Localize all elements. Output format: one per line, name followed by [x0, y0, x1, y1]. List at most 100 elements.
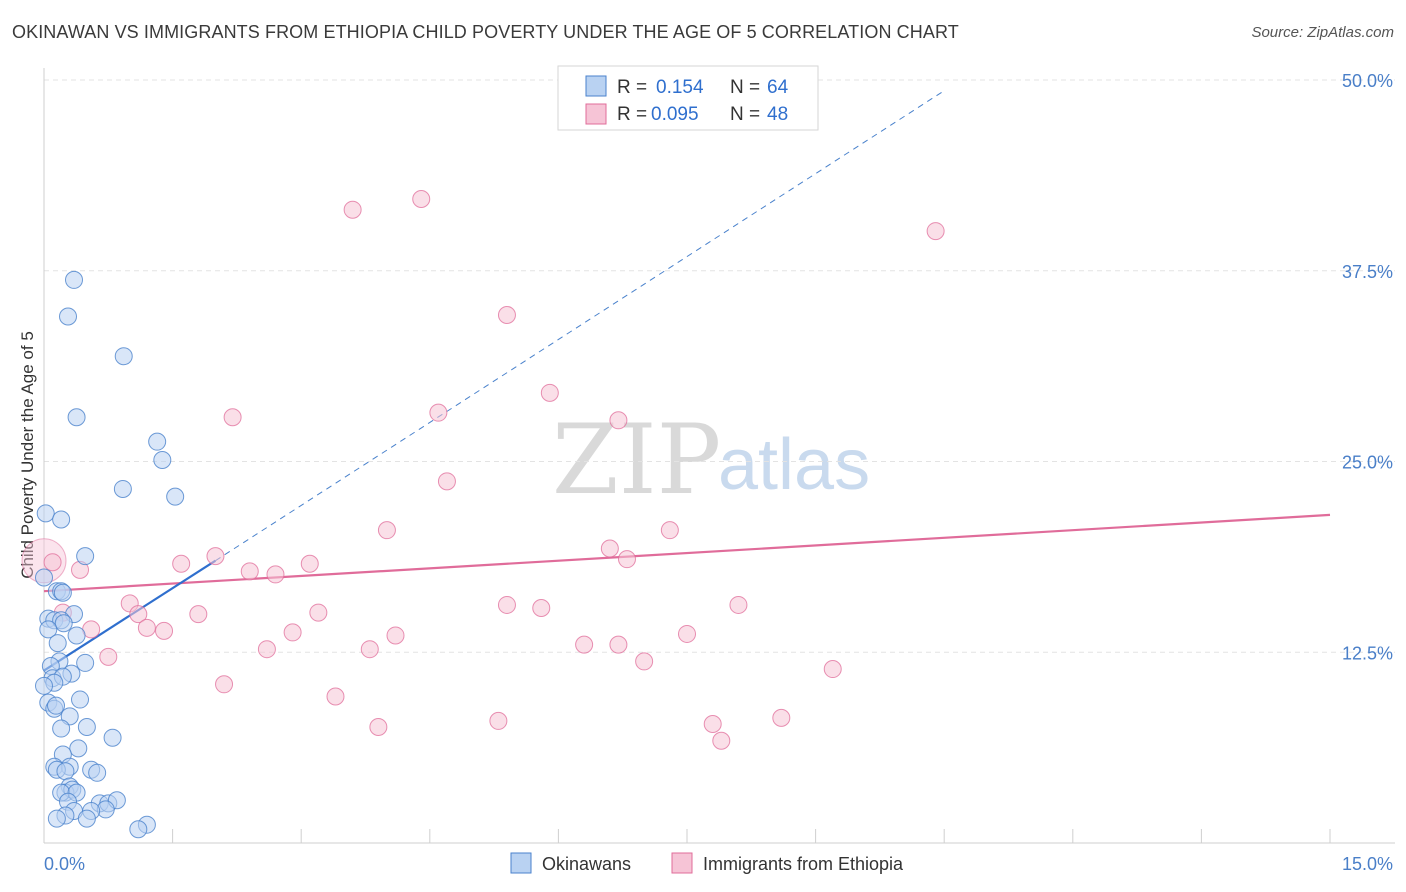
data-point-okinawans	[65, 270, 84, 289]
trend-lines	[43, 90, 1331, 672]
legend-n-label: N =	[730, 104, 760, 125]
data-point-ethiopia	[189, 605, 208, 624]
data-point-okinawans	[52, 510, 71, 529]
data-point-ethiopia	[412, 190, 431, 209]
x-tick-label: 15.0%	[1342, 854, 1393, 874]
data-point-ethiopia	[617, 550, 636, 569]
watermark-zip: ZIP	[552, 404, 721, 516]
data-point-ethiopia	[429, 403, 448, 422]
data-point-ethiopia	[283, 623, 302, 642]
series-legend: Okinawans Immigrants from Ethiopia	[510, 852, 904, 874]
x-tick-label: 0.0%	[44, 854, 85, 874]
data-point-okinawans	[59, 307, 78, 326]
legend-n-value: 64	[767, 77, 789, 98]
data-point-ethiopia	[99, 647, 118, 666]
data-point-okinawans	[129, 820, 148, 839]
y-tick-label: 50.0%	[1342, 71, 1393, 91]
data-point-ethiopia	[360, 640, 379, 659]
data-point-okinawans	[71, 690, 90, 709]
data-point-ethiopia	[678, 624, 696, 643]
data-point-ethiopia	[300, 554, 319, 573]
data-point-okinawans	[52, 719, 71, 738]
bottom-legend-ethiopia: Immigrants from Ethiopia	[703, 854, 904, 874]
data-point-okinawans	[77, 809, 96, 828]
data-point-ethiopia	[309, 603, 328, 622]
legend-r-value: 0.154	[656, 77, 704, 98]
chart-title: OKINAWAN VS IMMIGRANTS FROM ETHIOPIA CHI…	[12, 22, 959, 42]
data-point-okinawans	[148, 432, 167, 451]
data-point-ethiopia	[660, 521, 679, 540]
trend-line-ethiopia	[43, 513, 1331, 593]
bottom-legend-swatch-ethiopia	[671, 852, 693, 874]
watermark-atlas: atlas	[718, 425, 870, 505]
data-point-okinawans	[36, 504, 55, 523]
data-point-okinawans	[77, 718, 96, 737]
data-point-okinawans	[67, 408, 86, 427]
data-point-okinawans	[67, 626, 86, 645]
data-point-ethiopia	[172, 554, 191, 573]
data-point-ethiopia	[823, 660, 842, 679]
data-point-ethiopia	[497, 595, 516, 614]
data-point-ethiopia	[772, 708, 791, 727]
data-points	[21, 190, 945, 839]
data-point-ethiopia	[703, 714, 722, 733]
data-point-ethiopia	[223, 408, 242, 427]
data-point-okinawans	[166, 487, 185, 506]
data-point-ethiopia	[575, 635, 594, 654]
data-point-okinawans	[48, 634, 67, 653]
data-point-ethiopia	[437, 472, 456, 491]
data-point-ethiopia	[635, 652, 654, 671]
data-point-ethiopia	[266, 565, 285, 584]
data-point-ethiopia	[712, 731, 731, 750]
data-point-ethiopia	[369, 718, 388, 737]
data-point-okinawans	[76, 653, 95, 672]
data-point-okinawans	[113, 479, 132, 498]
data-point-okinawans	[54, 614, 73, 633]
legend-r-label: R =	[617, 77, 647, 98]
data-point-okinawans	[60, 707, 79, 726]
data-point-okinawans	[103, 728, 122, 747]
legend-swatch-okinawans	[585, 75, 607, 97]
y-tick-label: 37.5%	[1342, 262, 1393, 282]
data-point-okinawans	[35, 676, 53, 695]
data-point-ethiopia	[489, 711, 508, 730]
bottom-legend-swatch-okinawans	[510, 852, 532, 874]
data-point-okinawans	[47, 809, 66, 828]
data-point-ethiopia	[377, 521, 396, 540]
legend-swatch-ethiopia	[585, 103, 607, 125]
tick-labels: 12.5% 25.0% 37.5% 50.0% 0.0% 15.0%	[44, 71, 1393, 874]
data-point-ethiopia	[43, 553, 62, 572]
data-point-ethiopia	[600, 539, 619, 558]
data-point-ethiopia	[540, 383, 559, 402]
data-point-ethiopia	[326, 687, 345, 706]
axes	[43, 68, 1395, 844]
legend-r-value: 0.095	[651, 104, 699, 125]
data-point-okinawans	[69, 739, 88, 758]
legend-n-value: 48	[767, 104, 788, 125]
data-point-ethiopia	[129, 605, 148, 624]
data-point-ethiopia	[206, 547, 225, 566]
y-tick-label: 25.0%	[1342, 453, 1393, 473]
stats-legend: R = 0.154 N = 64 R = 0.095 N = 48	[557, 65, 819, 131]
data-point-ethiopia	[155, 621, 174, 640]
bottom-legend-okinawans: Okinawans	[542, 854, 631, 874]
data-point-okinawans	[76, 547, 95, 566]
data-point-ethiopia	[215, 675, 234, 694]
data-point-ethiopia	[497, 306, 516, 325]
data-point-okinawans	[39, 620, 58, 639]
data-point-ethiopia	[926, 222, 945, 241]
data-point-ethiopia	[609, 635, 628, 654]
legend-r-label: R =	[617, 104, 647, 125]
data-point-okinawans	[53, 583, 72, 602]
data-point-ethiopia	[137, 618, 156, 637]
y-axis-label: Child Poverty Under the Age of 5	[18, 331, 37, 579]
data-point-okinawans	[56, 762, 75, 781]
data-point-okinawans	[88, 763, 107, 782]
data-point-okinawans	[114, 347, 133, 366]
data-point-okinawans	[153, 450, 172, 469]
y-tick-label: 12.5%	[1342, 643, 1393, 663]
data-point-okinawans	[47, 696, 66, 715]
trend-line-okinawans-dashed	[215, 90, 945, 562]
data-point-ethiopia	[609, 411, 628, 430]
